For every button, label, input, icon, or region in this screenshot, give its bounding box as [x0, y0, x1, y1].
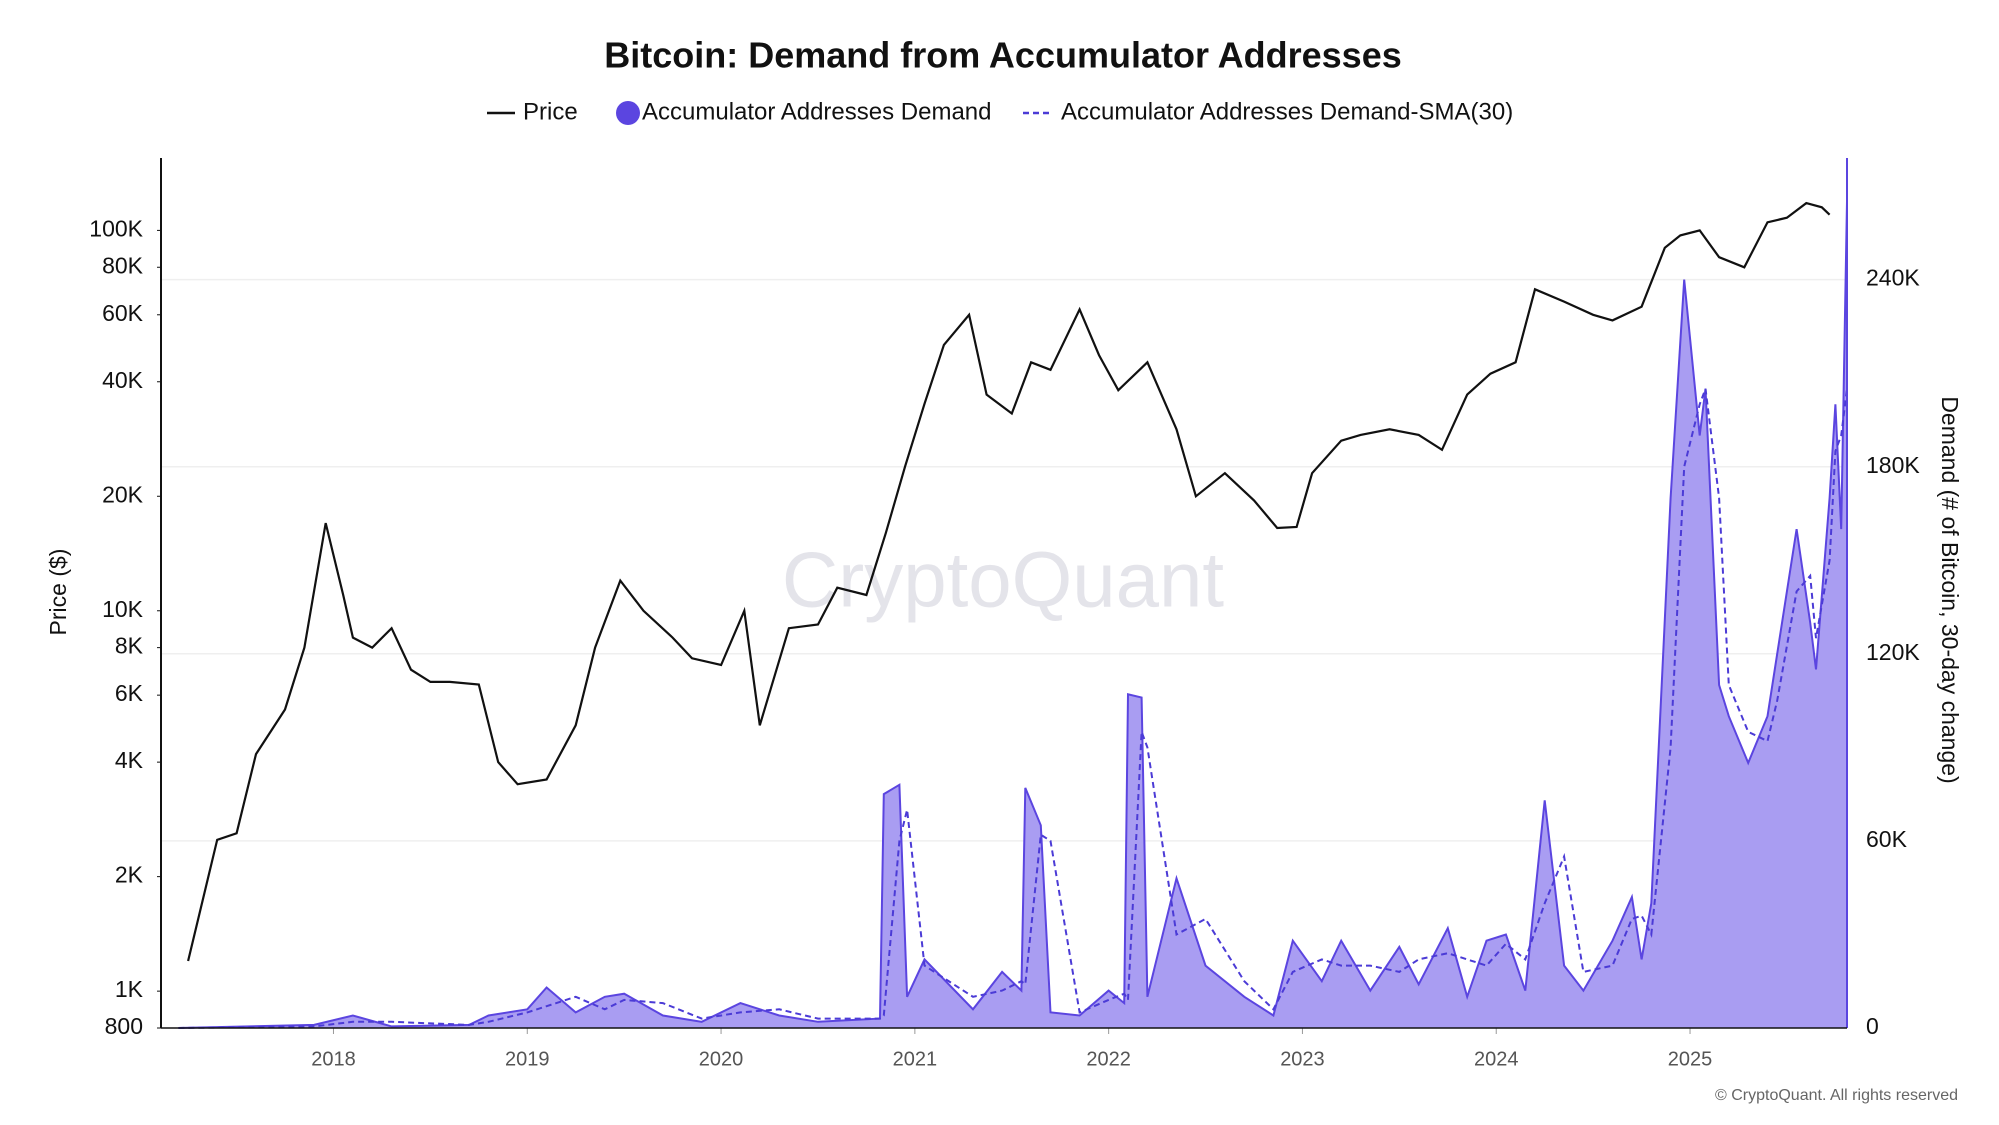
x-tick-label: 2020 [699, 1048, 744, 1070]
y-tick-label: 1K [115, 976, 144, 1002]
y-tick-label: 8K [115, 633, 144, 659]
y-tick-label: 800 [105, 1013, 143, 1039]
x-tick-label: 2024 [1474, 1048, 1519, 1070]
chart-title: Bitcoin: Demand from Accumulator Address… [604, 35, 1401, 76]
legend-label: Accumulator Addresses Demand-SMA(30) [1061, 98, 1513, 125]
y2-axis-label: Demand (# of Bitcoin, 30-day change) [1937, 396, 1963, 783]
line [178, 388, 1848, 1029]
x-tick-label: 2021 [893, 1048, 938, 1070]
x-tick-label: 2023 [1280, 1048, 1325, 1070]
watermark: CryptoQuant [782, 536, 1225, 624]
y2-tick-label: 60K [1866, 826, 1908, 852]
legend-label: Accumulator Addresses Demand [642, 98, 992, 125]
legend-swatch [616, 101, 640, 125]
x-tick-label: 2022 [1086, 1048, 1131, 1070]
y-tick-label: 6K [115, 680, 144, 706]
line [187, 201, 1831, 962]
y-tick-label: 100K [89, 215, 143, 241]
y-tick-label: 60K [102, 300, 144, 326]
y2-tick-label: 180K [1866, 452, 1920, 478]
y-tick-label: 40K [102, 367, 144, 393]
y-tick-label: 2K [115, 862, 144, 888]
x-tick-label: 2018 [311, 1048, 356, 1070]
footer: © CryptoQuant. All rights reserved [1715, 1087, 1958, 1104]
y2-tick-label: 120K [1866, 639, 1920, 665]
y-axis-label: Price ($) [45, 549, 71, 636]
y2-tick-label: 0 [1866, 1013, 1879, 1039]
x-tick-label: 2019 [505, 1048, 550, 1070]
y-tick-label: 4K [115, 747, 144, 773]
y2-tick-label: 240K [1866, 265, 1920, 291]
area-line [178, 201, 1848, 1029]
y-tick-label: 20K [102, 481, 144, 507]
x-tick-label: 2025 [1668, 1048, 1713, 1070]
legend-label: Price [523, 98, 578, 125]
area-fill [178, 201, 1847, 1028]
y-tick-label: 80K [102, 252, 144, 278]
y-tick-label: 10K [102, 596, 144, 622]
